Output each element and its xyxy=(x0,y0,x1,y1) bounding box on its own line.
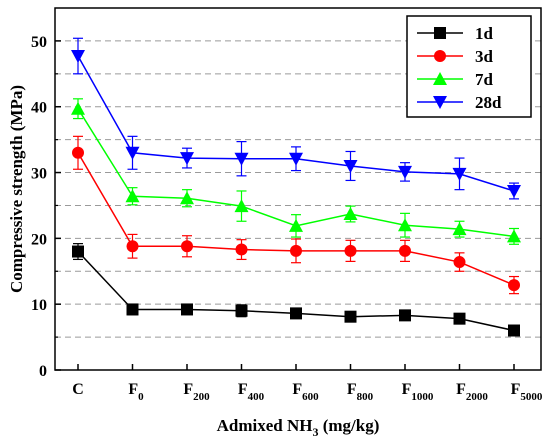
legend-label: 28d xyxy=(475,93,502,112)
legend-item-1d: 1d xyxy=(417,24,494,43)
y-tick-label: 40 xyxy=(31,100,47,117)
data-point xyxy=(290,244,302,257)
x-axis-title: Admixed NH3 (mg/kg) xyxy=(217,416,380,439)
y-tick-label: 20 xyxy=(31,231,47,248)
x-tick-label: C xyxy=(72,381,84,398)
data-point xyxy=(343,207,358,221)
data-point xyxy=(399,244,411,257)
data-point xyxy=(453,312,466,325)
data-point xyxy=(181,240,193,253)
data-point xyxy=(398,218,412,232)
x-tick-label: F2000 xyxy=(456,381,488,403)
data-point xyxy=(180,152,194,166)
x-tick-label: F200 xyxy=(183,381,210,403)
series-28d xyxy=(71,37,521,200)
series-7d xyxy=(71,98,521,245)
legend-label: 1d xyxy=(475,24,494,43)
x-axis-title-subscript: 3 xyxy=(312,425,318,439)
x-tick-label: F1000 xyxy=(402,381,434,403)
data-point xyxy=(290,307,302,320)
data-point xyxy=(234,152,249,166)
data-point xyxy=(507,229,521,243)
x-tick-label: F5000 xyxy=(511,381,543,403)
data-point xyxy=(125,189,140,203)
x-axis-title-units: (mg/kg) xyxy=(318,416,379,435)
x-tick-label: F800 xyxy=(347,381,374,403)
data-point xyxy=(289,152,303,166)
data-point xyxy=(72,146,84,159)
y-tick-label: 30 xyxy=(31,166,47,183)
data-point xyxy=(181,303,193,316)
legend-item-3d: 3d xyxy=(417,47,494,66)
data-point xyxy=(72,245,84,258)
data-point xyxy=(344,244,357,257)
x-tick-label: F600 xyxy=(292,381,319,403)
legend-label: 3d xyxy=(475,47,494,66)
legend-item-28d: 28d xyxy=(417,93,502,112)
data-point xyxy=(452,222,467,236)
y-tick-label: 50 xyxy=(31,34,47,51)
data-point xyxy=(126,303,139,316)
y-tick-label: 10 xyxy=(31,297,47,314)
data-point xyxy=(126,240,139,253)
legend-marker xyxy=(433,72,447,85)
x-axis-title-main: Admixed NH xyxy=(217,416,313,435)
data-point xyxy=(453,256,466,269)
data-point xyxy=(289,218,303,232)
data-point xyxy=(452,167,467,181)
legend-marker xyxy=(433,96,447,109)
data-point xyxy=(507,184,521,198)
data-point xyxy=(71,101,85,115)
plot-frame xyxy=(54,7,542,371)
legend-label: 7d xyxy=(475,70,494,89)
data-point xyxy=(71,50,85,64)
data-point xyxy=(234,199,249,213)
legend-marker xyxy=(434,50,446,62)
data-point xyxy=(235,243,248,256)
series-1d xyxy=(72,243,520,337)
legend-marker xyxy=(434,27,446,39)
data-point xyxy=(235,304,248,317)
y-tick-label: 0 xyxy=(39,363,47,380)
data-point xyxy=(125,146,140,160)
data-point xyxy=(180,191,194,205)
series-3d xyxy=(72,135,520,295)
data-point xyxy=(508,279,520,292)
data-point xyxy=(343,159,358,173)
data-point xyxy=(508,324,520,337)
data-point xyxy=(344,310,357,323)
data-point xyxy=(398,165,412,179)
x-tick-label: F0 xyxy=(128,381,144,403)
x-tick-label: F400 xyxy=(238,381,265,403)
legend-item-7d: 7d xyxy=(417,70,494,89)
data-point xyxy=(399,309,411,322)
y-axis-title: Compressive strength (MPa) xyxy=(7,85,26,293)
